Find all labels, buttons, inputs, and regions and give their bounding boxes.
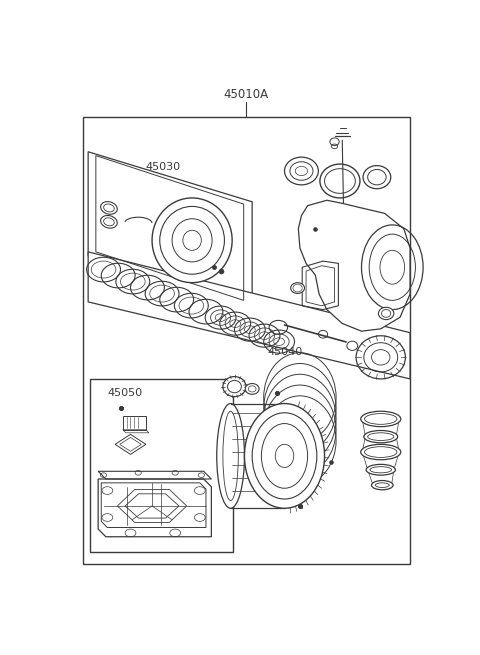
Ellipse shape: [223, 377, 246, 397]
Ellipse shape: [245, 384, 259, 394]
Polygon shape: [98, 479, 211, 536]
Polygon shape: [88, 252, 410, 379]
Text: 45030: 45030: [146, 162, 181, 172]
Ellipse shape: [363, 166, 391, 189]
Ellipse shape: [361, 444, 401, 460]
Polygon shape: [88, 152, 252, 306]
Text: 45040: 45040: [267, 347, 303, 357]
Ellipse shape: [378, 307, 394, 320]
Ellipse shape: [152, 198, 232, 283]
Polygon shape: [299, 200, 410, 331]
Ellipse shape: [291, 283, 304, 293]
Bar: [123, 416, 146, 430]
Ellipse shape: [366, 464, 396, 475]
Text: 45010A: 45010A: [223, 88, 269, 100]
Ellipse shape: [364, 430, 398, 443]
Ellipse shape: [320, 164, 360, 198]
Bar: [90, 379, 233, 552]
Text: 45050: 45050: [108, 388, 143, 398]
Ellipse shape: [244, 403, 324, 508]
Bar: [83, 117, 410, 564]
Ellipse shape: [285, 157, 318, 185]
Ellipse shape: [217, 403, 244, 508]
Ellipse shape: [372, 481, 393, 490]
Ellipse shape: [361, 411, 401, 426]
